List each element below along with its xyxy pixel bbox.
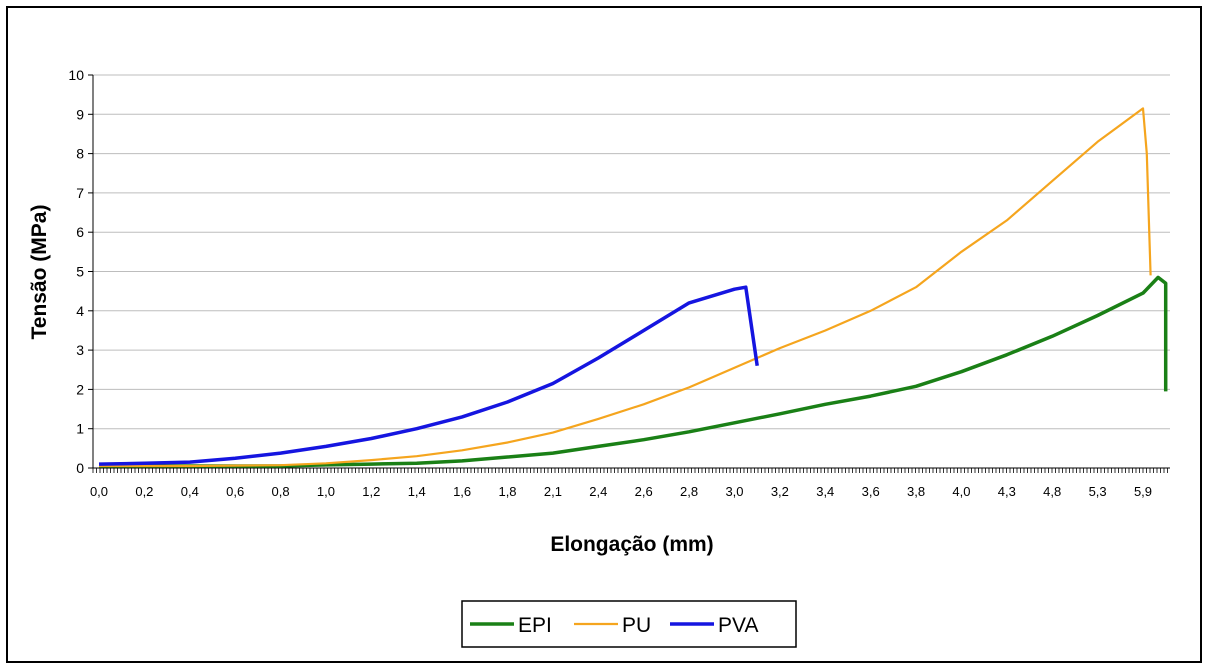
x-tick-label: 3,6 <box>862 484 880 499</box>
x-tick-label: 4,3 <box>998 484 1016 499</box>
series-line-pva <box>98 285 759 466</box>
y-tick-label: 6 <box>76 224 84 240</box>
legend-items: EPI PU PVA <box>470 614 758 637</box>
y-tick-label: 2 <box>76 381 84 397</box>
x-tick-label: 1,0 <box>317 484 335 499</box>
x-tick-label: 1,8 <box>498 484 516 499</box>
x-tick-label: 3,2 <box>771 484 789 499</box>
chart-frame <box>6 6 1202 663</box>
x-tick-labels: 0,0 0,2 0,4 0,6 0,8 1,0 1,2 1,4 1,6 1,8 2,1 2,4 2,6 2… <box>90 484 1152 499</box>
legend-label-pva: PVA <box>718 614 758 637</box>
series-line-pu <box>99 107 1152 468</box>
x-tick-label: 2,1 <box>544 484 562 499</box>
x-tick-label: 4,0 <box>952 484 970 499</box>
legend: EPI PU PVA <box>461 600 797 648</box>
x-tick-label: 2,8 <box>680 484 698 499</box>
gridlines <box>93 74 1170 430</box>
x-tick-label: 4,8 <box>1043 484 1061 499</box>
series-line-epi <box>99 275 1168 468</box>
x-tick-label: 0,2 <box>135 484 153 499</box>
legend-box <box>461 600 797 648</box>
x-tick-label: 0,4 <box>181 484 199 499</box>
axes <box>88 74 1170 473</box>
x-tick-label: 0,6 <box>226 484 244 499</box>
y-tick-label: 8 <box>76 146 84 162</box>
x-tick-label: 1,6 <box>453 484 471 499</box>
y-tick-label: 0 <box>76 460 84 476</box>
x-tick-label: 0,8 <box>272 484 290 499</box>
x-tick-label: 3,4 <box>816 484 834 499</box>
y-tick-label: 1 <box>76 421 84 437</box>
y-tick-label: 10 <box>68 67 84 83</box>
x-tick-label: 3,8 <box>907 484 925 499</box>
y-tick-label: 7 <box>76 185 84 201</box>
x-tick-label: 1,2 <box>362 484 380 499</box>
series-lines <box>98 107 1168 468</box>
y-tick-label: 4 <box>76 303 84 319</box>
x-tick-label: 1,4 <box>408 484 426 499</box>
y-tick-labels: 0 1 2 3 4 5 6 7 8 9 10 <box>68 67 84 476</box>
x-tick-label: 2,6 <box>635 484 653 499</box>
legend-label-epi: EPI <box>518 614 552 637</box>
y-tick-label: 3 <box>76 342 84 358</box>
x-tick-label: 0,0 <box>90 484 108 499</box>
x-axis-title: Elongação (mm) <box>550 533 713 556</box>
legend-label-pu: PU <box>622 614 651 637</box>
y-tick-label: 9 <box>76 106 84 122</box>
x-tick-label: 5,3 <box>1089 484 1107 499</box>
y-axis-title: Tensão (MPa) <box>28 205 51 340</box>
x-tick-label: 5,9 <box>1134 484 1152 499</box>
x-tick-label: 3,0 <box>725 484 743 499</box>
x-tick-label: 2,4 <box>589 484 607 499</box>
y-tick-label: 5 <box>76 264 84 280</box>
